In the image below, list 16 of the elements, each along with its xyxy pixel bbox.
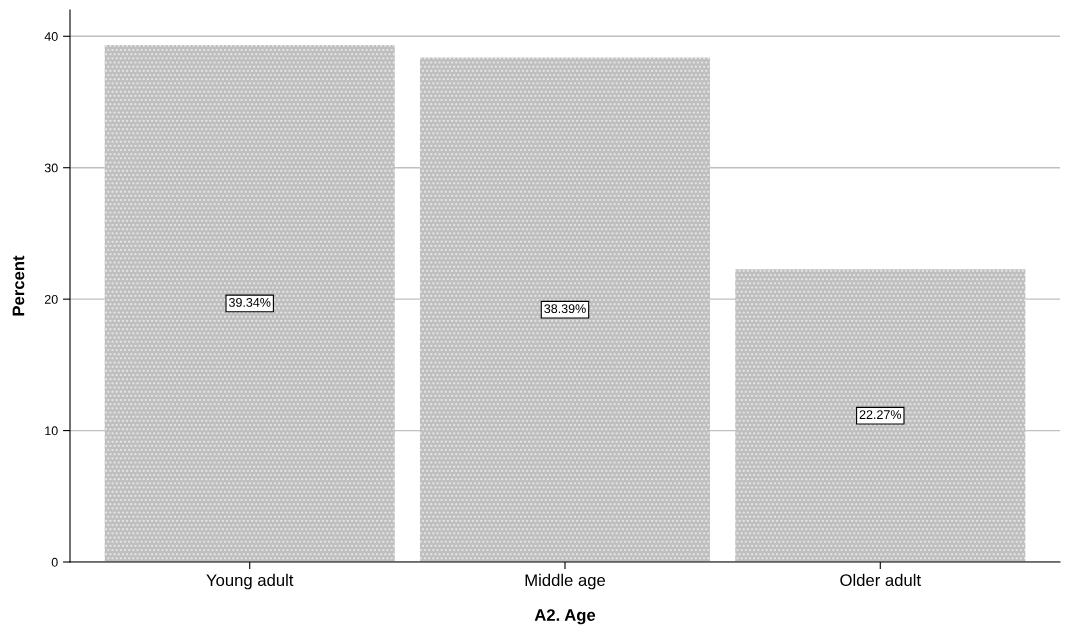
x-tick-label: Young adult [206,573,294,590]
x-axis-title: A2. Age [534,609,596,625]
data-label: 38.39% [544,304,586,314]
y-tick-label: 10 [45,426,58,436]
y-tick-label: 30 [44,163,58,173]
bar [735,269,1026,562]
x-tick-label: Older adult [840,573,921,587]
bar [419,57,711,562]
data-label: 22.27% [859,410,902,419]
bar [104,44,395,562]
data-label: 39.34% [228,297,271,307]
y-axis-title: Percent [12,255,25,316]
x-tick-label: Middle age [525,573,606,590]
y-tick-label: 20 [44,294,58,304]
y-tick-label: 40 [44,32,58,41]
y-tick-label: 0 [51,557,58,567]
